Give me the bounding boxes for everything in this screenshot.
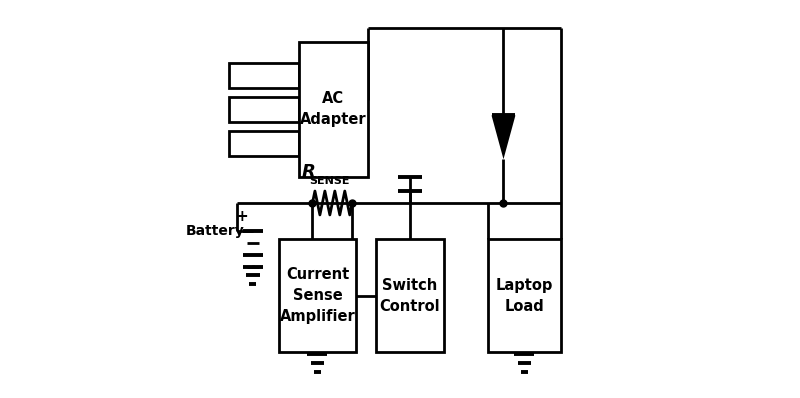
Text: R: R	[302, 163, 315, 181]
Polygon shape	[491, 115, 515, 159]
Bar	[376, 239, 444, 352]
Bar	[229, 97, 298, 122]
Bar	[229, 63, 298, 88]
Text: +: +	[235, 209, 248, 224]
Bar	[298, 42, 368, 177]
Bar	[487, 239, 561, 352]
Text: Current
Sense
Amplifier: Current Sense Amplifier	[279, 267, 355, 324]
Bar	[229, 131, 298, 156]
Text: AC
Adapter: AC Adapter	[300, 92, 366, 127]
Text: Battery: Battery	[186, 224, 244, 238]
Text: SENSE: SENSE	[310, 176, 350, 186]
Text: Laptop
Load: Laptop Load	[496, 277, 553, 314]
Bar	[278, 239, 356, 352]
Text: Switch
Control: Switch Control	[380, 277, 440, 314]
